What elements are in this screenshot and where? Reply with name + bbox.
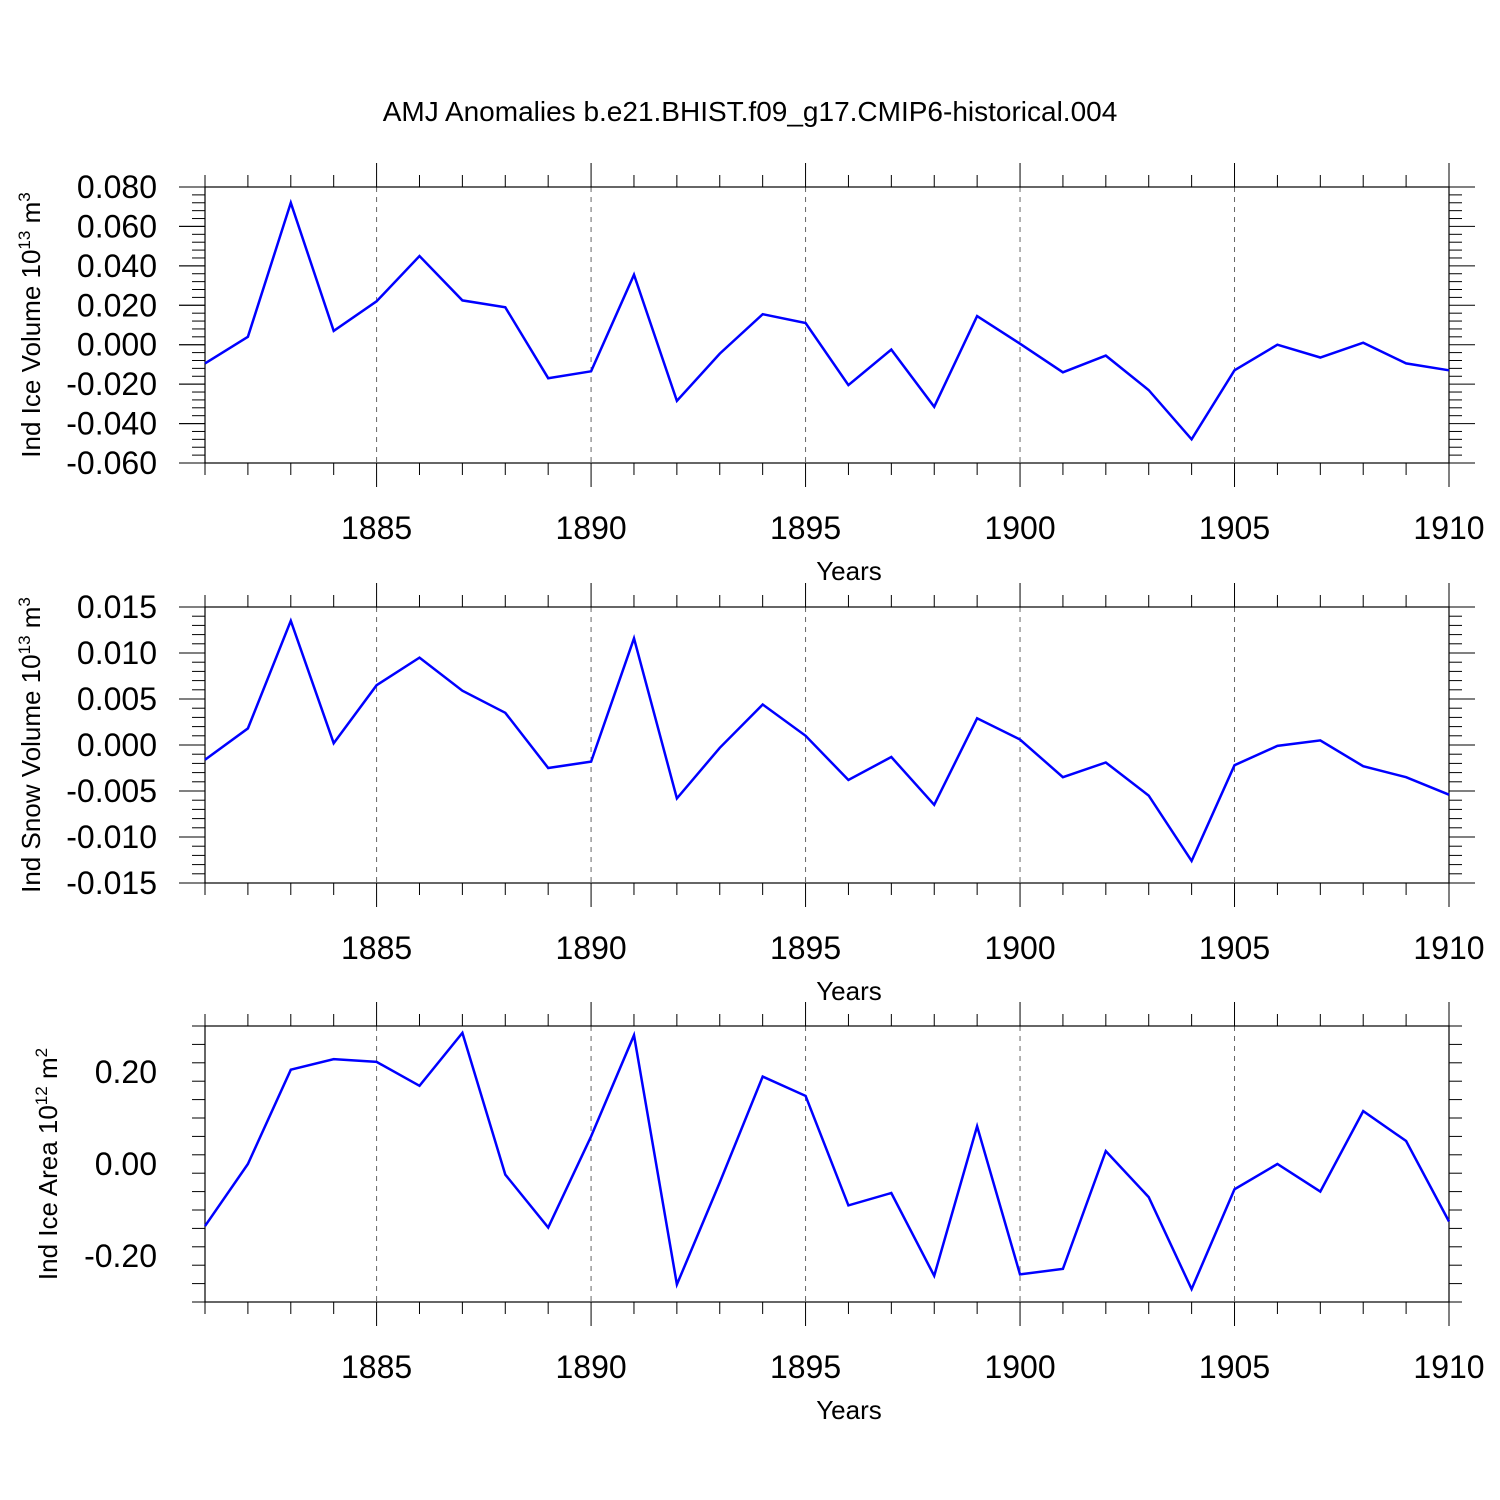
x-tick-label: 1895: [770, 930, 841, 966]
x-tick-label: 1905: [1199, 930, 1270, 966]
plot-frame: [204, 1025, 1450, 1303]
x-tick-label: 1905: [1199, 510, 1270, 546]
x-tick-label: 1910: [1413, 1349, 1484, 1385]
x-tick-label: 1910: [1413, 510, 1484, 546]
x-tick-label: 1885: [341, 930, 412, 966]
y-tick-label: -0.015: [66, 865, 157, 901]
y-tick-label: 0.000: [77, 327, 157, 363]
y-tick-label: 0.00: [95, 1146, 157, 1182]
chart-panel-3: -0.20 0.00 0.20 1885 1890 1895 1900 1905 1910 Yea…: [32, 1002, 1485, 1425]
chart-title: AMJ Anomalies b.e21.BHIST.f09_g17.CMIP6-…: [382, 96, 1118, 127]
x-tick-label: 1890: [555, 510, 626, 546]
series-line: [203, 1030, 1451, 1293]
x-tick-label: 1900: [984, 930, 1055, 966]
x-axis-title: Years: [816, 1395, 882, 1425]
y-tick-label: 0.000: [77, 727, 157, 763]
x-tick-label: 1900: [984, 1349, 1055, 1385]
x-tick-label: 1885: [341, 510, 412, 546]
x-tick-label: 1885: [341, 1349, 412, 1385]
y-tick-label: 0.040: [77, 248, 157, 284]
y-tick-label: 0.020: [77, 287, 157, 323]
x-tick-label: 1900: [984, 510, 1055, 546]
x-tick-label: 1905: [1199, 1349, 1270, 1385]
y-tick-label: 0.015: [77, 589, 157, 625]
y-tick-label: -0.020: [66, 366, 157, 402]
chart-panel-2: -0.015 -0.010 -0.005 0.000 0.005 0.010 0.015 18…: [15, 583, 1485, 1006]
x-tick-label: 1895: [770, 510, 841, 546]
y-tick-label: 0.005: [77, 681, 157, 717]
y-tick-label: -0.060: [66, 445, 157, 481]
plot-frame: [204, 606, 1450, 884]
x-tick-label: 1895: [770, 1349, 841, 1385]
y-tick-label: -0.005: [66, 773, 157, 809]
y-tick-label: -0.010: [66, 819, 157, 855]
y-tick-label: 0.080: [77, 169, 157, 205]
y-axis-title: Ind Ice Area 1012 m2: [32, 1048, 63, 1280]
y-tick-label: 0.20: [95, 1054, 157, 1090]
x-axis-title: Years: [816, 976, 882, 1006]
y-tick-label: -0.20: [84, 1238, 157, 1274]
x-tick-label: 1890: [555, 1349, 626, 1385]
y-tick-label: -0.040: [66, 406, 157, 442]
y-tick-label: 0.010: [77, 635, 157, 671]
y-axis-title: Ind Ice Volume 1013 m3: [15, 192, 46, 457]
x-axis-title: Years: [816, 556, 882, 586]
y-axis-title: Ind Snow Volume 1013 m3: [15, 597, 46, 893]
x-tick-label: 1910: [1413, 930, 1484, 966]
y-tick-label: 0.060: [77, 208, 157, 244]
x-tick-label: 1890: [555, 930, 626, 966]
series-line: [204, 198, 1450, 442]
series-line: [204, 617, 1450, 864]
plot-frame: [204, 186, 1450, 464]
